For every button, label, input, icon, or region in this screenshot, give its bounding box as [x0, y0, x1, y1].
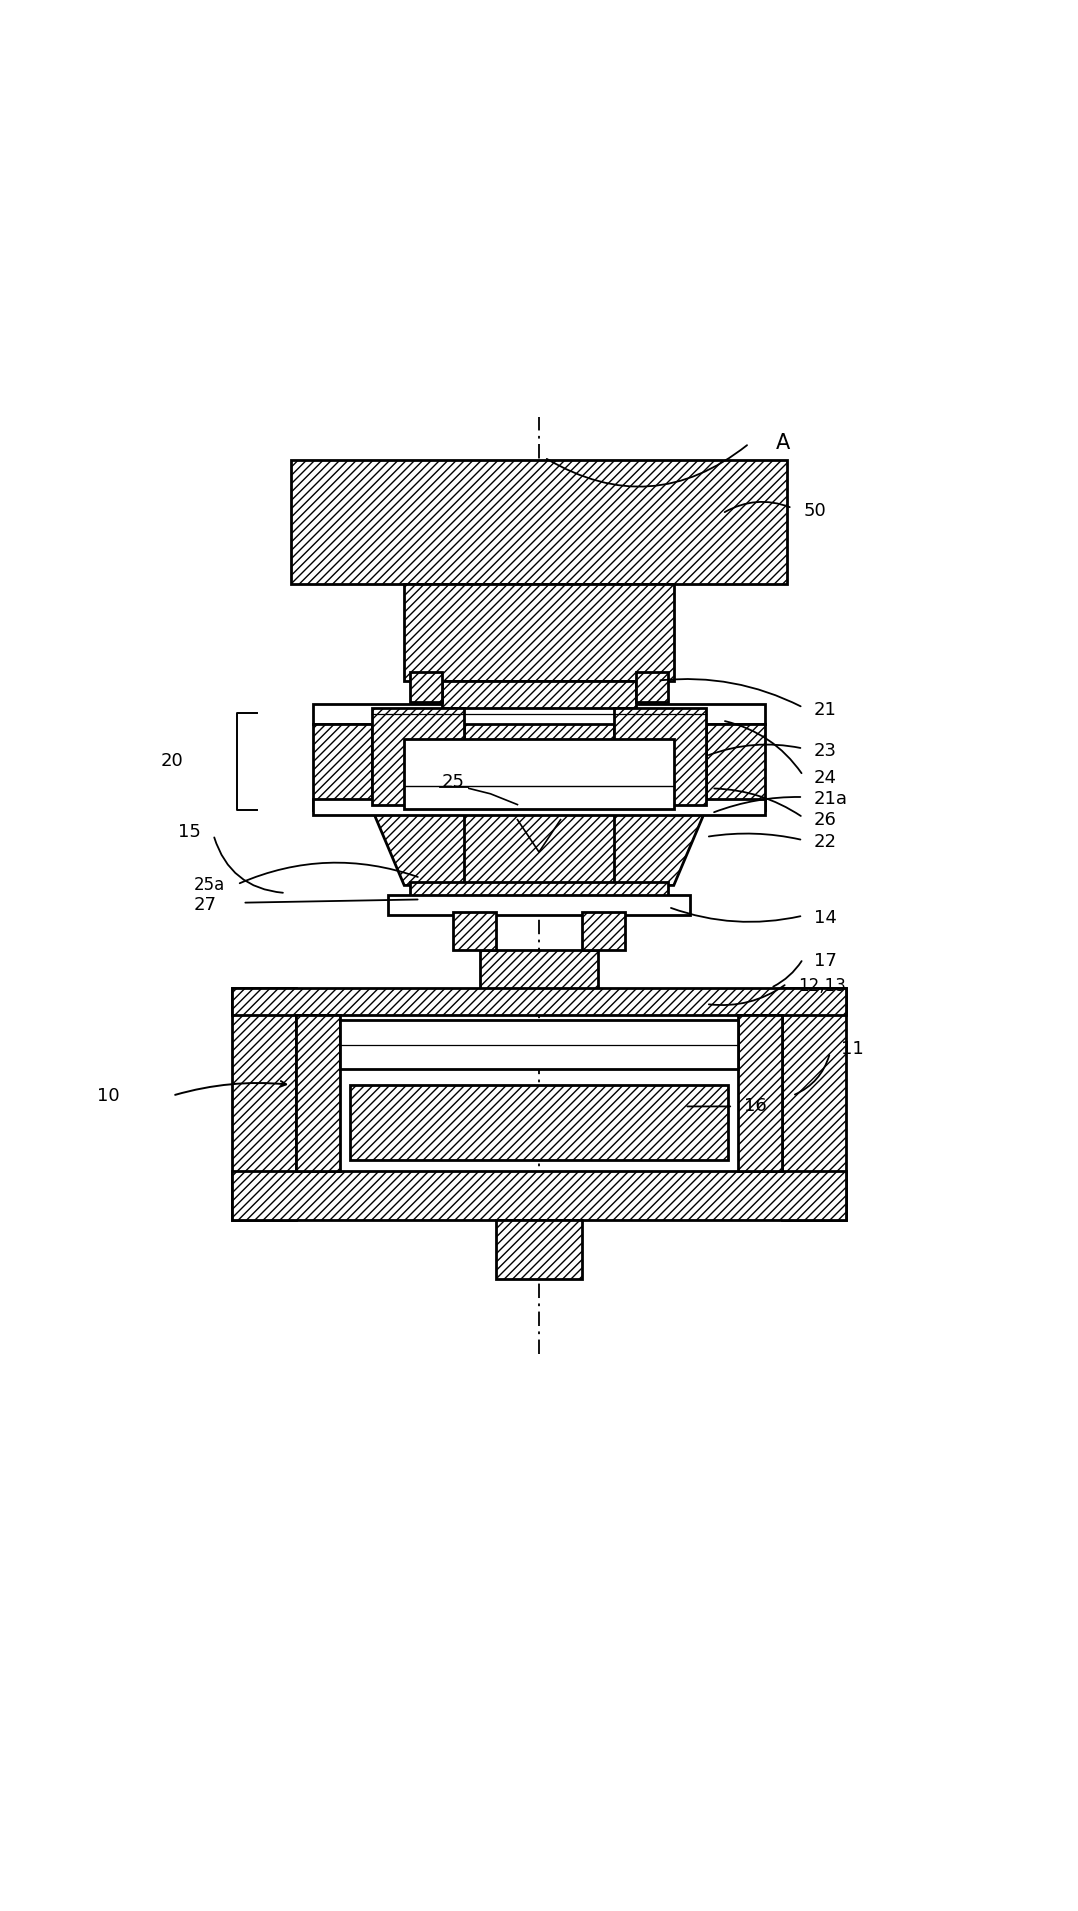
Bar	[404, 583, 674, 680]
Bar	[291, 461, 787, 583]
Bar	[313, 705, 765, 724]
Bar	[404, 740, 674, 808]
Text: 21a: 21a	[814, 789, 848, 808]
Text: 21: 21	[814, 701, 837, 719]
Text: 27: 27	[194, 896, 217, 913]
Text: 25: 25	[441, 772, 465, 791]
Bar	[453, 912, 496, 950]
Text: 14: 14	[814, 910, 837, 927]
Bar	[313, 724, 372, 810]
Text: 25a: 25a	[194, 877, 225, 894]
Bar	[350, 1085, 728, 1160]
Text: 10: 10	[97, 1087, 120, 1105]
Bar	[442, 680, 636, 707]
Bar	[232, 988, 846, 1015]
Bar	[738, 1015, 782, 1171]
Bar	[340, 1020, 738, 1068]
Bar	[313, 799, 765, 816]
Bar	[232, 1171, 846, 1219]
Bar	[706, 724, 765, 810]
Bar	[636, 673, 668, 701]
Bar	[410, 673, 442, 701]
Text: 22: 22	[814, 833, 837, 850]
Text: 16: 16	[744, 1097, 766, 1116]
Bar	[410, 883, 668, 898]
Bar	[232, 988, 296, 1219]
Text: 26: 26	[814, 810, 837, 829]
Bar	[782, 988, 846, 1219]
Text: 50: 50	[803, 503, 826, 520]
Bar	[296, 1015, 340, 1171]
Text: 24: 24	[814, 768, 837, 787]
Text: 20: 20	[161, 753, 183, 770]
Text: 12,13: 12,13	[798, 977, 845, 996]
Bar	[496, 1219, 582, 1278]
Text: 15: 15	[178, 822, 201, 841]
Text: 11: 11	[841, 1040, 863, 1059]
Bar	[464, 707, 614, 885]
Bar	[582, 912, 625, 950]
Text: 23: 23	[814, 741, 837, 761]
Bar	[388, 894, 690, 915]
Polygon shape	[372, 808, 706, 885]
Text: 17: 17	[814, 952, 837, 971]
Text: A: A	[776, 434, 790, 453]
Bar	[372, 707, 464, 805]
Bar	[480, 950, 598, 994]
Bar	[614, 707, 706, 805]
